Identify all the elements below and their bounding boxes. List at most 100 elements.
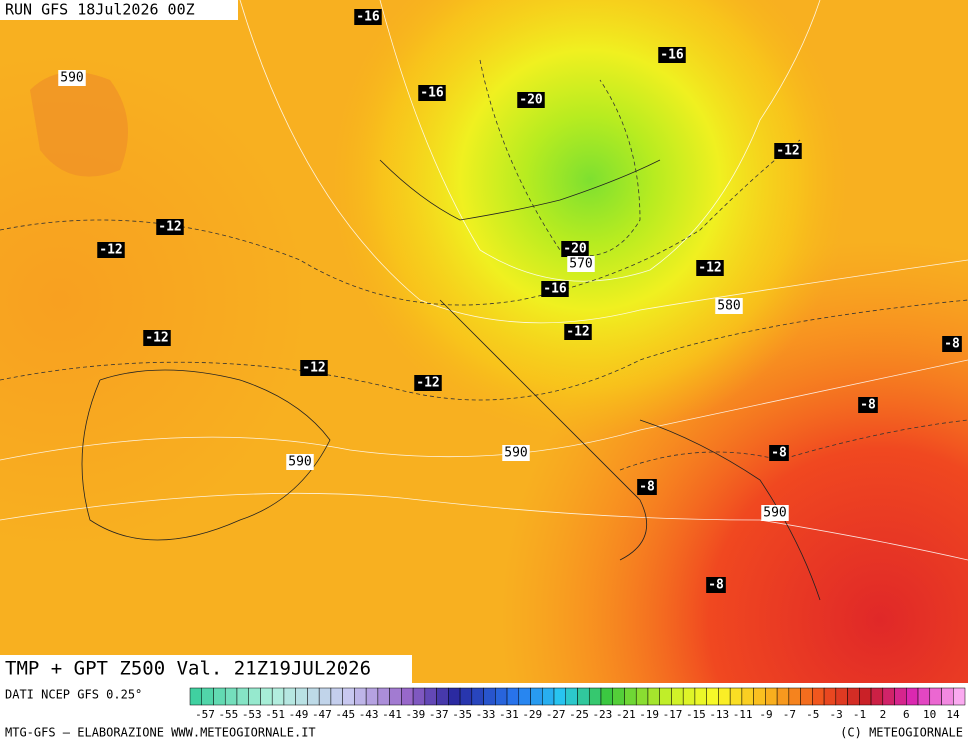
colorbar-label: -57 [195,708,215,721]
colorbar-swatch [248,687,261,706]
colorbar-swatch [929,687,942,706]
contours [0,0,968,561]
temperature-label-box [637,479,657,495]
colorbar-label: -19 [639,708,659,721]
temperature-label: -20 [563,242,587,257]
colorbar-label: -29 [522,708,542,721]
colorbar-swatch [953,687,966,706]
colorbar-swatch [365,687,379,706]
height-label: 580 [717,299,740,314]
temperature-label-box [564,324,592,340]
colorbar-swatch [424,687,437,706]
colorbar-swatch [236,687,249,706]
colorbar-label: -13 [709,708,729,721]
colorbar-swatch [271,687,285,706]
colorbar-label: -53 [242,708,262,721]
temperature-label: -8 [771,446,787,461]
height-label-box [761,505,789,521]
colorbar-swatch [318,687,332,706]
colorbar-swatch [495,687,508,706]
height-label: 570 [569,257,592,272]
temperature-label: -12 [145,331,168,346]
colorbar-swatch [917,687,931,706]
colorbar-label: -1 [853,708,866,721]
colorbar-swatch [800,687,813,706]
colorbar-label: 14 [946,708,960,721]
colorbar-label: -39 [405,708,425,721]
height-label-box [58,70,86,86]
colorbar-swatch [283,687,296,706]
colorbar-swatch [612,687,625,706]
temperature-label: -12 [302,361,325,376]
temperature-label-box [706,577,726,593]
colorbar-swatch [224,687,238,706]
temperature-label-box [97,242,125,258]
colorbar-swatch [389,687,402,706]
temperature-label: -8 [708,578,724,593]
temperature-label-box [774,143,802,159]
colorbar-swatch [577,687,590,706]
temperature-label: -8 [860,398,876,413]
colorbar-swatch [260,687,273,706]
colorbar-swatch [471,687,484,706]
temperature-label-box [414,375,442,391]
title-box [0,655,412,683]
temperature-label-box [942,336,962,352]
colorbar-label: -7 [783,708,796,721]
colorbar-swatch [776,687,790,706]
colorbar-label: -31 [499,708,519,721]
temperature-label: -16 [420,86,444,101]
colorbar-label: -33 [476,708,496,721]
colorbar-swatch [624,687,637,706]
run-box [0,0,238,20]
colorbar-swatch [635,687,649,706]
colorbar-swatch [565,687,578,706]
temperature-label: -12 [698,261,721,276]
colorbar-swatch [553,687,567,706]
colorbar-label: -23 [592,708,612,721]
temperature-label-box [858,397,878,413]
colorbar-swatch [847,687,860,706]
colorbar-swatch [882,687,895,706]
colorbar-label: -17 [663,708,683,721]
colorbar-label: -9 [759,708,772,721]
colorbar-label: -45 [335,708,355,721]
colorbar-label: -37 [429,708,449,721]
height-label: 590 [288,455,311,470]
temperature-label: -20 [519,93,543,108]
colorbar-swatch [588,687,602,706]
colorbar-label: -5 [806,708,819,721]
temperature-label-box [156,219,184,235]
height-label: 590 [763,506,786,521]
colorbar-swatch [906,687,919,706]
colorbar-swatch [812,687,825,706]
temperature-label: -12 [158,220,181,235]
colorbar-swatch [459,687,473,706]
colorbar-swatch [342,687,355,706]
height-label-box [715,298,743,314]
temperature-label-box [517,92,545,108]
colorbar-label: -51 [265,708,285,721]
temperature-label: -8 [944,337,960,352]
temperature-label: -12 [566,325,589,340]
temperature-label-box [561,241,589,257]
colorbar-swatch [741,687,754,706]
colorbar-swatch [671,687,684,706]
colorbar-swatch [506,687,520,706]
colorbar-swatch [718,687,731,706]
colorbar-swatch [436,687,449,706]
temperature-label: -16 [660,48,684,63]
colorbar-label: -21 [616,708,636,721]
colorbar-swatch [295,687,308,706]
coastlines [81,159,821,601]
colorbar-swatch [647,687,660,706]
colorbar-swatch [659,687,672,706]
colorbar-swatch [483,687,496,706]
colorbar-label: -15 [686,708,706,721]
colorbar-swatch [870,687,884,706]
colorbar-swatch [307,687,320,706]
colorbar-swatch [894,687,907,706]
colorbar-swatch [354,687,367,706]
height-label: 590 [60,71,83,86]
